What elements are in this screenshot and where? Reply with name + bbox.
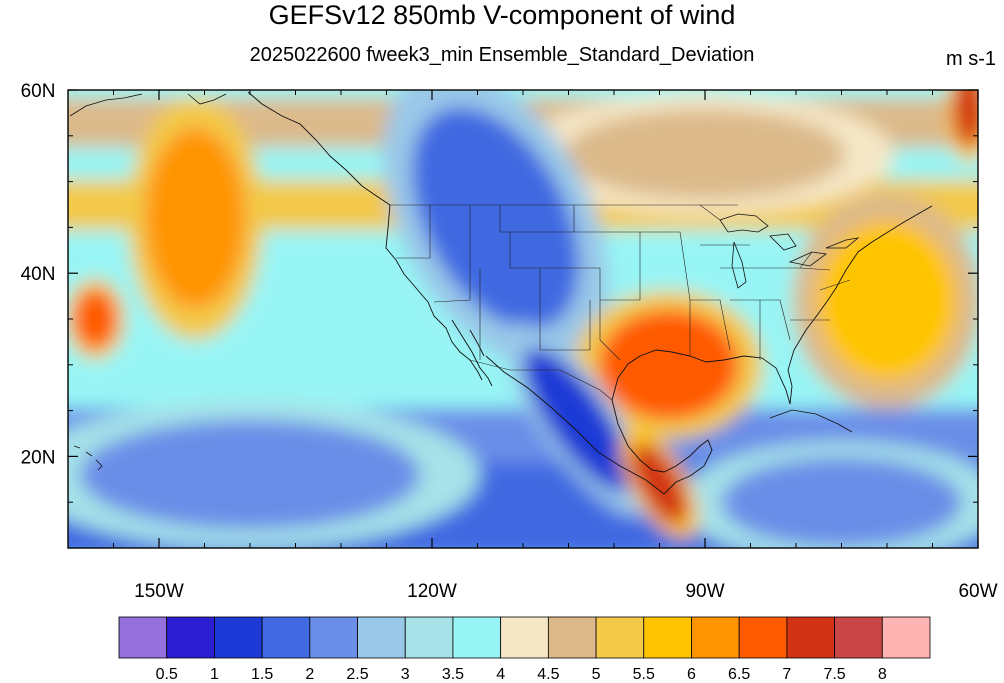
- colorbar-swatch: [834, 616, 883, 659]
- colorbar-labels: 0.5 1 1.5 2 2.5 3 3.5 4 4.5 5 5.5 6 6.5 7 7.5 8: [156, 666, 887, 683]
- yucatan-coastline: [611, 399, 713, 495]
- field-feature: [80, 419, 420, 530]
- field-feature: [817, 220, 957, 381]
- field-blur-group: [68, 90, 978, 548]
- field-feature: [721, 457, 962, 548]
- longitude-tick-label: 120W: [407, 581, 457, 602]
- colorbar-tick-label: 1: [210, 666, 219, 683]
- colorbar-tick-label: 0.5: [156, 666, 178, 683]
- colorbar-tick-label: 8: [878, 666, 887, 683]
- gulf-coastline: [611, 205, 933, 405]
- alaska-coastline: [69, 93, 227, 117]
- latitude-tick-label: 40N: [21, 264, 56, 285]
- colorbar-swatch: [166, 616, 215, 659]
- colorbar-swatch: [881, 616, 931, 659]
- mexico-pacific-coastline: [485, 355, 665, 495]
- colorbar-tick-label: 5.5: [633, 666, 655, 683]
- longitude-tick-label: 90W: [685, 581, 724, 602]
- field-feature: [952, 90, 978, 149]
- colorbar-swatch: [738, 616, 788, 659]
- colorbar-swatch: [595, 616, 645, 659]
- colorbar-swatch: [118, 616, 168, 659]
- field-feature: [73, 289, 118, 349]
- colorbar-swatch: [452, 616, 502, 659]
- coastline-layer: [69, 91, 933, 495]
- axis-ticks: [68, 89, 979, 548]
- colorbar-tick-label: 7.5: [823, 666, 845, 683]
- colorbar-tick-label: 7: [782, 666, 791, 683]
- political-boundaries: [390, 204, 851, 401]
- great-lakes: [719, 213, 860, 289]
- colorbar-tick-label: 3.5: [442, 666, 464, 683]
- colorbar-tick-label: 4: [496, 666, 505, 683]
- field-feature: [565, 109, 845, 200]
- field-layer: [68, 90, 978, 548]
- colorbar-tick-label: 5: [592, 666, 601, 683]
- colorbar-swatch: [691, 616, 740, 659]
- colorbar-tick-label: 3: [401, 666, 410, 683]
- coastline: [247, 91, 483, 381]
- field-feature: [523, 348, 632, 492]
- colorbar-swatch: [404, 616, 454, 659]
- colorbar-swatch: [643, 616, 692, 659]
- hawaii-islands: [73, 445, 103, 471]
- latitude-labels: 20N 40N 60N: [21, 81, 56, 468]
- field-feature: [631, 443, 688, 525]
- longitude-labels: 150W 120W 90W 60W: [134, 581, 997, 602]
- latitude-tick-label: 20N: [21, 447, 56, 468]
- latitude-tick-label: 60N: [21, 81, 56, 102]
- chart-subtitle: 2025022600 fweek3_min Ensemble_Standard_…: [249, 44, 755, 66]
- colorbar-swatch: [309, 616, 358, 659]
- baja-coastline: [451, 319, 493, 387]
- longitude-tick-label: 150W: [134, 581, 184, 602]
- colorbar-swatch: [357, 616, 406, 659]
- colorbar-tick-label: 6.5: [728, 666, 750, 683]
- colorbar-swatch: [261, 616, 311, 659]
- colorbar-tick-label: 2.5: [346, 666, 368, 683]
- colorbar-tick-label: 4.5: [537, 666, 559, 683]
- field-feature: [412, 107, 580, 330]
- colorbar-swatch: [214, 616, 263, 659]
- chart-title: GEFSv12 850mb V-component of wind: [268, 0, 736, 30]
- colorbar-tick-label: 1.5: [251, 666, 273, 683]
- colorbar-tick-label: 2: [305, 666, 314, 683]
- field-feature: [145, 128, 246, 309]
- colorbar-swatch: [786, 616, 835, 659]
- field-feature: [598, 309, 739, 420]
- colorbar-swatch: [547, 616, 597, 659]
- longitude-tick-label: 60W: [958, 581, 997, 602]
- units-label: m s-1: [946, 48, 996, 70]
- colorbar: [118, 616, 931, 659]
- cuba-coastline: [769, 409, 853, 433]
- colorbar-tick-label: 6: [687, 666, 696, 683]
- colorbar-swatch: [500, 616, 549, 659]
